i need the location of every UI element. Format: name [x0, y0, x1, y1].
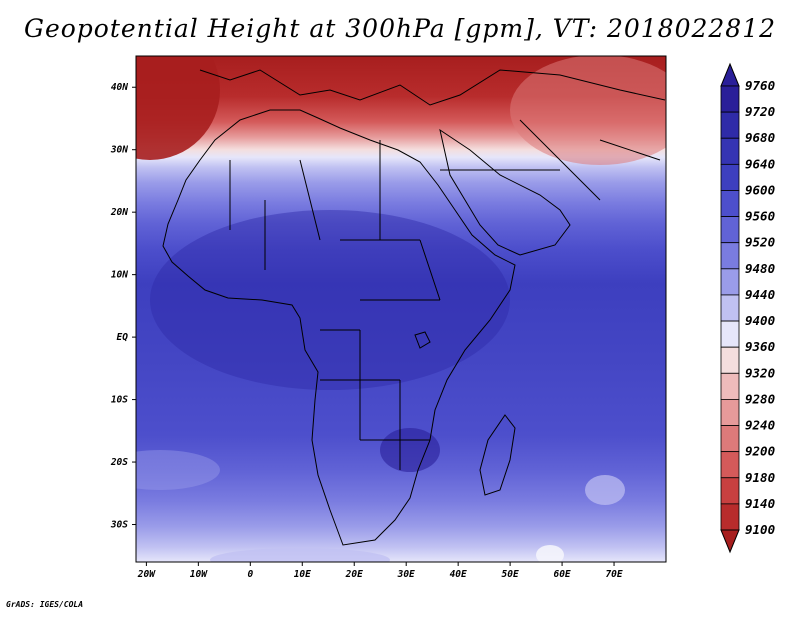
colorbar-swatch — [720, 477, 740, 505]
colorbar-min-arrow — [720, 529, 740, 554]
colorbar-label: 9280 — [745, 391, 775, 406]
lat-label: 20N — [110, 207, 128, 218]
colorbar-label: 9200 — [745, 444, 775, 459]
colorbar-swatch — [720, 111, 740, 139]
colorbar-label: 9680 — [745, 130, 775, 145]
colorbar-label: 9720 — [745, 104, 775, 119]
lon-label: 10W — [190, 569, 208, 580]
lat-label: 40N — [111, 82, 128, 93]
map-title: Geopotential Height at 300hPa [gpm], VT:… — [23, 14, 777, 43]
latitude-axis: 40N 30N 20N 10N EQ 10S 20S 30S — [110, 82, 136, 531]
lake-victoria — [414, 331, 431, 349]
colorbar-label: 9520 — [745, 235, 775, 250]
colorbar-swatch — [720, 268, 740, 296]
longitude-axis: 20W 10W 0 10E 20E 30E 40E 50E 60E 70E — [137, 562, 623, 580]
coastlines — [162, 69, 666, 546]
arabia-coastline — [439, 128, 571, 256]
colorbar-label: 9760 — [745, 78, 775, 93]
colorbar-swatch — [720, 399, 740, 426]
colorbar-swatch — [720, 425, 740, 453]
lon-label: 50E — [502, 569, 519, 580]
height-field — [136, 56, 666, 562]
lat-label: 30S — [110, 520, 128, 531]
colorbar-label: 9320 — [745, 365, 775, 380]
colorbar-label: 9480 — [745, 261, 775, 276]
lat-label: 20S — [110, 457, 128, 468]
colorbar-swatch — [720, 137, 740, 165]
europe-coastline — [199, 69, 666, 106]
border-lines — [229, 119, 661, 470]
colorbar-label: 9560 — [745, 209, 775, 224]
colorbar-label: 9100 — [745, 522, 775, 537]
colorbar-label: 9400 — [745, 313, 775, 328]
colorbar-label: 9360 — [745, 339, 775, 354]
madagascar-coastline — [479, 414, 516, 496]
plot-frame — [135, 55, 667, 563]
lat-label: 10S — [111, 395, 128, 406]
lon-label: 0 — [247, 569, 253, 580]
lon-label: 60E — [553, 569, 570, 580]
colorbar-swatch — [720, 503, 740, 531]
lon-label: 70E — [605, 569, 622, 580]
colorbar: 9760 9720 9680 9640 9600 9560 9520 9480 9440 9400… — [720, 62, 775, 554]
colorbar-swatch — [720, 190, 740, 217]
colorbar-swatch — [720, 451, 740, 479]
colorbar-swatch — [720, 294, 740, 322]
lon-label: 30E — [397, 569, 415, 580]
colorbar-swatch — [720, 216, 740, 244]
colorbar-swatch — [720, 242, 740, 270]
grads-credit: GrADS: IGES/COLA — [6, 600, 84, 609]
lon-label: 20W — [137, 569, 156, 580]
lon-label: 10E — [294, 569, 311, 580]
lon-label: 40E — [450, 569, 467, 580]
colorbar-label: 9180 — [745, 470, 775, 485]
colorbar-label: 9140 — [745, 496, 775, 511]
colorbar-max-arrow — [720, 62, 740, 87]
colorbar-label: 9440 — [745, 287, 775, 302]
lat-label: 30N — [110, 145, 128, 156]
colorbar-swatch — [720, 320, 740, 348]
colorbar-swatch — [720, 346, 740, 374]
colorbar-label: 9600 — [745, 182, 775, 197]
colorbar-label: 9240 — [745, 418, 775, 433]
colorbar-swatch — [720, 163, 740, 191]
colorbar-label: 9640 — [745, 156, 775, 171]
lat-label: 10N — [111, 270, 128, 281]
africa-coastline — [162, 109, 516, 546]
colorbar-swatch — [720, 85, 740, 113]
lon-label: 20E — [345, 569, 363, 580]
lat-label: EQ — [117, 332, 129, 343]
colorbar-swatch — [720, 372, 740, 400]
